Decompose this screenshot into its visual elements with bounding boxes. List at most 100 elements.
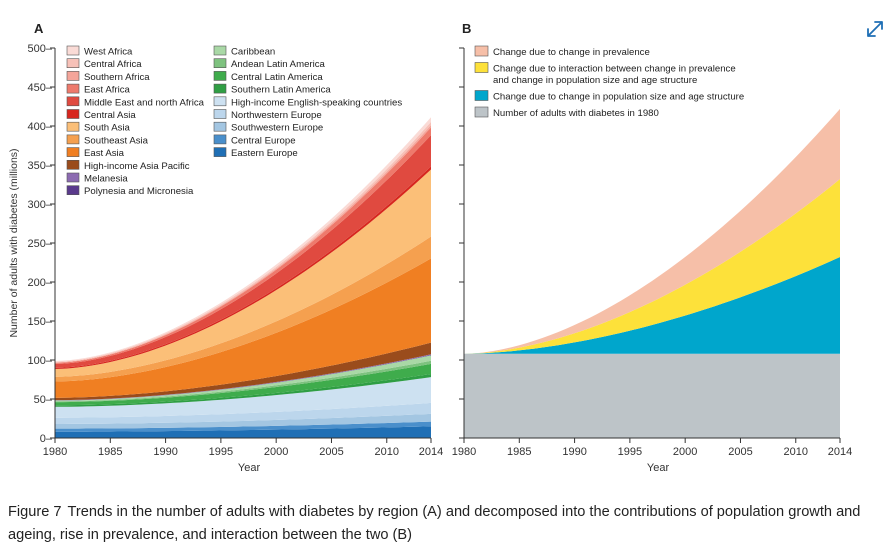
panel-b-x-tick-label: 2005 (728, 446, 752, 458)
panel-a-area-south-asia (55, 169, 431, 377)
panel-a-area-east-asia (55, 258, 431, 398)
panel-b-legend-item-1: Change due to change in prevalence (474, 45, 650, 58)
panel-a-y-tick-label: 50– (34, 394, 53, 406)
panel-a-legend-item-west-africa: West Africa (66, 45, 133, 58)
panel-a-area-central-europe (55, 421, 431, 432)
panel-a-y-axis-title: Number of adults with diabetes (millions… (8, 148, 20, 337)
legend-swatch (66, 109, 80, 119)
legend-swatch (213, 109, 227, 119)
panel-a-label: A (34, 21, 44, 36)
legend-swatch (66, 185, 80, 195)
panel-a-x-tick-label: 1980 (43, 446, 67, 458)
panel-a-y-tick-label: 250– (28, 238, 53, 250)
panel-a-y-tick-label: 300– (28, 199, 53, 211)
panel-a-areas (55, 117, 431, 438)
panel-a-area-high-income-english-speaking-countries (55, 377, 431, 418)
legend-label: Melanesia (84, 174, 128, 185)
legend-swatch (213, 45, 227, 56)
panel-a-legend-item-polynesia-and-micronesia: Polynesia and Micronesia (66, 185, 194, 197)
legend-label: and change in population size and age st… (493, 75, 697, 86)
legend-swatch (66, 160, 80, 170)
panel-a-legend-item-central-africa: Central Africa (66, 58, 142, 70)
panel-a-legend-item-central-asia: Central Asia (66, 109, 136, 121)
legend-label: High-income English-speaking countries (231, 97, 402, 108)
legend-label: Central Latin America (231, 72, 323, 83)
panel-b-legend-item-4: Number of adults with diabetes in 1980 (474, 106, 659, 119)
panel-a-legend-item-northwestern-europe: Northwestern Europe (213, 109, 322, 121)
panel-a-x-tick-label: 1995 (209, 446, 233, 458)
panel-a-x-tick-label: 1990 (153, 446, 177, 458)
panel-a-legend-item-melanesia: Melanesia (66, 172, 128, 185)
legend-label: Change due to interaction between change… (493, 64, 736, 75)
panel-a-y-tick-label: 500– (28, 43, 53, 55)
panel-a-legend-item-high-income-asia-pacific: High-income Asia Pacific (66, 160, 190, 172)
panel-a-x-axis-title: Year (238, 462, 261, 474)
panel-a-legend-item-central-europe: Central Europe (213, 134, 296, 146)
legend-label: Middle East and north Africa (84, 97, 205, 108)
legend-swatch (213, 121, 227, 132)
legend-swatch (474, 45, 489, 57)
legend-swatch (66, 134, 80, 145)
panel-a-legend-item-southern-africa: Southern Africa (66, 71, 150, 83)
legend-label: Central Europe (231, 135, 296, 146)
legend-swatch (213, 58, 227, 69)
legend-label: Change due to change in prevalence (493, 47, 650, 58)
legend-swatch (213, 83, 227, 94)
legend-swatch (474, 90, 489, 101)
legend-label: Southern Africa (84, 72, 150, 83)
panel-a-y-tick-label: 350– (28, 160, 53, 172)
panel-a-legend-item-central-latin-america: Central Latin America (213, 71, 323, 83)
panel-a-x-tick-label: 2010 (375, 446, 399, 458)
panel-a-legend-item-caribbean: Caribbean (213, 45, 275, 58)
panel-b-legend-item-2: Change due to interaction between change… (474, 62, 736, 86)
panel-b-area-change-due-to-interaction-between-change-in-prevalence-and-change-in-population-size-and-age-structure (464, 179, 840, 354)
panel-b-x-tick-label: 1995 (618, 446, 642, 458)
legend-label: Central Asia (84, 110, 136, 121)
panel-a-y-tick-label: 0– (40, 433, 53, 445)
panel-b-label: B (462, 21, 471, 36)
panel-a-area-northwestern-europe (55, 402, 431, 424)
legend-swatch (66, 45, 80, 56)
panel-a-y-tick-label: 400– (28, 121, 53, 133)
legend-label: Andean Latin America (231, 59, 326, 70)
legend-label: South Asia (84, 123, 131, 134)
legend-label: Southwestern Europe (231, 123, 323, 134)
panel-a-y-tick-label: 450– (28, 82, 53, 94)
expand-figure-button[interactable] (864, 18, 886, 40)
legend-label: Central Africa (84, 59, 142, 70)
panel-a-x-tick-label: 1985 (98, 446, 122, 458)
panel-b-area-change-due-to-change-in-prevalence (464, 108, 840, 354)
panel-b-x-tick-label: 1990 (562, 446, 586, 458)
legend-swatch (474, 106, 489, 118)
panel-a-legend-item-andean-latin-america: Andean Latin America (213, 58, 326, 70)
panel-a-legend-item-southern-latin-america: Southern Latin America (213, 83, 331, 96)
panel-b-x-tick-label: 2010 (784, 446, 808, 458)
legend-swatch (66, 71, 80, 81)
legend-label: West Africa (84, 47, 133, 58)
panel-a-legend-item-south-asia: South Asia (66, 121, 131, 134)
figure-caption-text: Trends in the number of adults with diab… (8, 504, 861, 543)
legend-label: Polynesia and Micronesia (84, 186, 194, 197)
panel-a-legend-item-high-income-english-speaking-countries: High-income English-speaking countries (213, 96, 402, 108)
legend-swatch (66, 83, 80, 94)
panel-b-legend-item-3: Change due to change in population size … (474, 90, 744, 103)
figure-7: A 1980 1985 1990 1995 2000 2005 2010 20140–50–1… (8, 21, 852, 474)
legend-swatch (474, 62, 489, 73)
panel-a-area-southwestern-europe (55, 413, 431, 429)
panel-b-chart: B 1980 1985 1990 1995 2000 2005 2010 2014 Year … (452, 21, 852, 474)
figure-number: Figure 7 (8, 504, 62, 520)
panel-a-legend-item-southwestern-europe: Southwestern Europe (213, 121, 323, 134)
legend-label: East Asia (84, 148, 125, 159)
panel-b-axes: 1980 1985 1990 1995 2000 2005 2010 2014 (452, 47, 852, 458)
figure-caption: Figure 7 Trends in the number of adults w… (8, 501, 882, 547)
legend-swatch (213, 71, 227, 81)
panel-a-chart: A 1980 1985 1990 1995 2000 2005 2010 20140–50–1… (8, 21, 443, 474)
legend-label: Eastern Europe (231, 148, 298, 159)
legend-label: Change due to change in population size … (493, 92, 744, 103)
legend-label: East Africa (84, 85, 131, 96)
expand-arrows-icon (867, 21, 883, 37)
panel-b-legend: Change due to change in prevalence Change… (474, 45, 744, 119)
panel-b-x-tick-label: 1980 (452, 446, 476, 458)
panel-a-y-tick-label: 150– (28, 316, 53, 328)
